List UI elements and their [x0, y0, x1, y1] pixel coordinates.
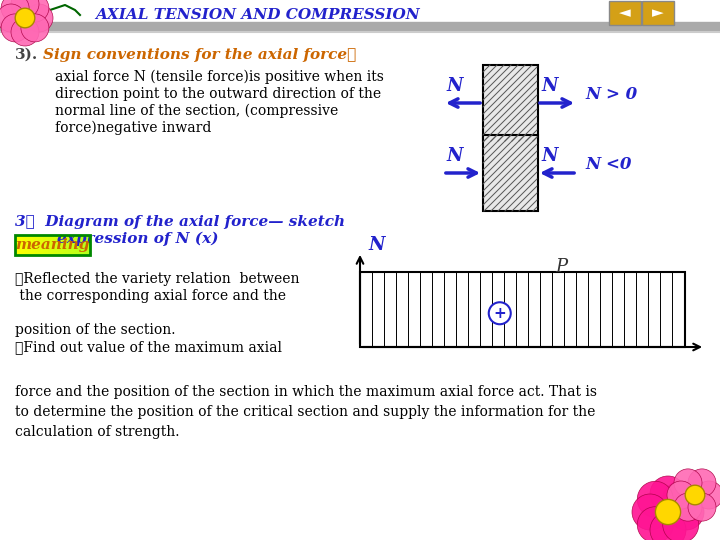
- Circle shape: [662, 481, 698, 517]
- Text: to determine the position of the critical section and supply the information for: to determine the position of the critica…: [15, 405, 595, 419]
- Circle shape: [21, 0, 49, 22]
- Bar: [15, 235, 19, 255]
- Text: force)negative inward: force)negative inward: [55, 121, 212, 136]
- Bar: [83, 235, 86, 255]
- Circle shape: [674, 493, 702, 521]
- Circle shape: [25, 4, 53, 32]
- Text: force and the position of the section in which the maximum axial force act. That: force and the position of the section in…: [15, 385, 597, 399]
- Bar: [53, 235, 56, 255]
- Bar: [27, 235, 31, 255]
- Text: normal line of the section, (compressive: normal line of the section, (compressive: [55, 104, 338, 118]
- Bar: [360, 272, 685, 347]
- Text: position of the section.: position of the section.: [15, 323, 176, 337]
- Bar: [70, 235, 73, 255]
- Circle shape: [632, 494, 668, 530]
- Text: Sign conventions for the axial force：: Sign conventions for the axial force：: [43, 48, 356, 62]
- Circle shape: [667, 481, 695, 509]
- Bar: [37, 235, 41, 255]
- Bar: [22, 235, 26, 255]
- Text: direction point to the outward direction of the: direction point to the outward direction…: [55, 87, 381, 101]
- Bar: [15, 235, 90, 255]
- Text: the corresponding axial force and the: the corresponding axial force and the: [15, 289, 286, 303]
- Circle shape: [650, 476, 686, 512]
- Circle shape: [1, 0, 29, 22]
- Text: N: N: [541, 147, 557, 165]
- Text: 3).: 3).: [15, 48, 38, 62]
- Bar: [88, 235, 91, 255]
- Bar: [60, 235, 63, 255]
- Text: meaning: meaning: [15, 238, 90, 252]
- Circle shape: [637, 507, 673, 540]
- Bar: [609, 1, 641, 25]
- Text: N > 0: N > 0: [585, 86, 637, 103]
- Bar: [58, 235, 61, 255]
- Text: ◄: ◄: [619, 5, 631, 21]
- Bar: [50, 235, 53, 255]
- Bar: [78, 235, 81, 255]
- Circle shape: [650, 512, 686, 540]
- Text: axial force N (tensile force)is positive when its: axial force N (tensile force)is positive…: [55, 70, 384, 84]
- Circle shape: [637, 481, 673, 517]
- Text: AXIAL TENSION AND COMPRESSION: AXIAL TENSION AND COMPRESSION: [95, 8, 420, 22]
- Text: 3、  Diagram of the axial force— sketch: 3、 Diagram of the axial force— sketch: [15, 215, 345, 229]
- Bar: [42, 235, 46, 255]
- Bar: [483, 135, 538, 211]
- Circle shape: [11, 0, 39, 18]
- Text: ②Find out value of the maximum axial: ②Find out value of the maximum axial: [15, 340, 282, 354]
- Text: N: N: [446, 147, 462, 165]
- Bar: [80, 235, 84, 255]
- Bar: [25, 235, 29, 255]
- Circle shape: [674, 469, 702, 497]
- Text: N: N: [368, 236, 384, 254]
- Circle shape: [688, 493, 716, 521]
- Bar: [63, 235, 66, 255]
- Text: N: N: [446, 77, 462, 95]
- Circle shape: [1, 14, 29, 42]
- Circle shape: [662, 507, 698, 540]
- Text: N <0: N <0: [585, 156, 631, 173]
- Circle shape: [489, 302, 510, 324]
- Bar: [642, 1, 674, 25]
- Bar: [483, 65, 538, 141]
- Bar: [68, 235, 71, 255]
- Text: calculation of strength.: calculation of strength.: [15, 425, 179, 439]
- Circle shape: [11, 18, 39, 46]
- Text: ①Reflected the variety relation  between: ①Reflected the variety relation between: [15, 272, 300, 286]
- Bar: [0, 22, 720, 30]
- Bar: [45, 235, 48, 255]
- Text: expression of N (x): expression of N (x): [15, 232, 218, 246]
- Text: P: P: [555, 258, 567, 276]
- Bar: [65, 235, 68, 255]
- Bar: [75, 235, 78, 255]
- Circle shape: [21, 14, 49, 42]
- Bar: [73, 235, 76, 255]
- Circle shape: [695, 481, 720, 509]
- Bar: [32, 235, 36, 255]
- Bar: [55, 235, 58, 255]
- Circle shape: [655, 500, 680, 524]
- Circle shape: [688, 469, 716, 497]
- Bar: [40, 235, 43, 255]
- Text: +: +: [493, 306, 506, 321]
- Bar: [85, 235, 89, 255]
- Bar: [20, 235, 24, 255]
- Bar: [35, 235, 38, 255]
- Circle shape: [685, 485, 705, 505]
- Bar: [17, 235, 21, 255]
- Bar: [30, 235, 34, 255]
- Circle shape: [668, 494, 704, 530]
- Text: ►: ►: [652, 5, 664, 21]
- Circle shape: [0, 4, 25, 32]
- Bar: [48, 235, 51, 255]
- Circle shape: [15, 8, 35, 28]
- Text: N: N: [541, 77, 557, 95]
